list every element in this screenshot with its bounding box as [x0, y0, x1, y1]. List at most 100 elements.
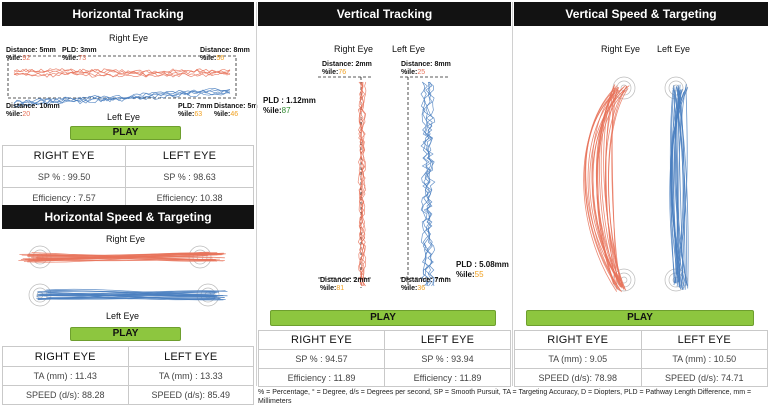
annotation-pct-label: %ile:	[178, 111, 195, 118]
annotation-right-pld: PLD : 1.12mm %ile:87	[263, 96, 316, 116]
annotation-label: Distance: 5mm	[214, 103, 264, 110]
left-eye-label: Left Eye	[106, 311, 140, 321]
annotation-left-bottom: Distance: 7mm %ile:36	[401, 277, 451, 293]
stats-table: RIGHT EYE LEFT EYE TA (mm) : 9.05 TA (mm…	[514, 330, 768, 387]
stat-cell: TA (mm) : 9.05	[514, 349, 642, 369]
stat-cell: SP % : 99.50	[1, 166, 127, 188]
annotation-pct-value: 20	[22, 111, 31, 118]
annotation-pct-label: %ile:	[401, 285, 418, 292]
annotation-pct-value: 46	[230, 111, 239, 118]
vertical-speed-plot	[583, 76, 689, 293]
panel-title: Vertical Tracking	[258, 2, 511, 26]
left-eye-trace	[420, 81, 435, 287]
right-eye-trace	[600, 85, 622, 288]
annotation-pct-value: 76	[338, 69, 347, 76]
right-eye-trace	[18, 253, 218, 261]
annotation-label: Distance: 2mm	[320, 277, 370, 284]
left-eye-trace	[676, 86, 689, 289]
right-eye-header: RIGHT EYE	[258, 330, 385, 350]
left-eye-label: Left Eye	[107, 112, 141, 122]
divider	[512, 2, 513, 386]
stats-table: RIGHT EYE LEFT EYE SP % : 94.57 SP % : 9…	[258, 330, 511, 387]
annotation-label: PLD: 3mm	[62, 47, 97, 54]
stat-cell: SP % : 94.57	[258, 349, 385, 369]
annotation-pct-value: 73	[78, 55, 87, 62]
right-eye-trace	[13, 69, 231, 78]
annotation-pct-value: 81	[336, 285, 345, 292]
stat-cell: SPEED (d/s): 74.71	[640, 368, 768, 387]
annotation-pct-value: 87	[281, 106, 291, 115]
play-button[interactable]: PLAY	[70, 126, 181, 140]
right-eye-label: Right Eye	[601, 44, 641, 54]
annotation-pct-label: %ile:	[214, 111, 231, 118]
annotation-label: Distance: 7mm	[401, 277, 451, 284]
stat-cell: SPEED (d/s): 85.49	[127, 385, 254, 405]
right-eye-trace	[596, 90, 626, 290]
divider	[256, 2, 257, 386]
right-eye-trace	[611, 89, 618, 290]
left-eye-trace	[44, 291, 226, 301]
panel-title: Horizontal Tracking	[2, 2, 254, 26]
left-eye-trace	[420, 81, 436, 287]
annotation-pct-label: %ile:	[200, 55, 217, 62]
right-eye-trace	[605, 87, 621, 288]
left-eye-trace	[44, 293, 217, 298]
play-button[interactable]: PLAY	[526, 310, 754, 326]
stat-cell: TA (mm) : 13.33	[127, 366, 254, 386]
left-eye-trace	[13, 90, 231, 105]
right-eye-label: Right Eye	[106, 234, 146, 244]
right-eye-trace	[583, 89, 620, 292]
left-eye-trace	[672, 88, 684, 284]
right-eye-trace	[584, 89, 622, 293]
vertical-speed-panel: Vertical Speed & Targeting Right Eye Lef…	[514, 2, 768, 387]
annotation-right-pld: PLD: 3mm %ile:73	[62, 47, 97, 63]
annotation-pct-label: %ile:	[456, 270, 475, 279]
stat-cell: SPEED (d/s): 88.28	[2, 385, 129, 405]
annotation-label: PLD : 1.12mm	[263, 96, 316, 105]
right-eye-trace	[13, 68, 231, 78]
annotation-pct-value: 63	[194, 111, 203, 118]
right-eye-trace	[357, 81, 366, 287]
right-eye-header: RIGHT EYE	[1, 145, 127, 167]
annotation-pct-value: 56	[216, 55, 225, 62]
left-eye-trace	[45, 288, 215, 295]
target-circle	[668, 80, 684, 96]
annotation-left-pld: PLD: 7mm %ile:63	[178, 103, 213, 119]
annotation-pct-label: %ile:	[322, 69, 339, 76]
right-eye-label: Right Eye	[334, 44, 374, 54]
left-eye-trace	[13, 90, 231, 105]
annotation-left-top: Distance: 8mm %ile:25	[401, 61, 451, 77]
legend-footnote: % = Percentage, ° = Degree, d/s = Degree…	[258, 389, 752, 405]
stat-cell: Efficiency : 11.89	[258, 368, 385, 387]
right-eye-trace	[611, 88, 621, 285]
horizontal-tracking-plot	[7, 55, 237, 108]
annotation-pct-label: %ile:	[263, 106, 282, 115]
annotation-left-pld: PLD : 5.08mm %ile:55	[456, 260, 509, 280]
stat-cell: SP % : 98.63	[125, 166, 254, 188]
left-eye-trace	[421, 81, 436, 287]
annotation-label: Distance: 8mm	[401, 61, 451, 68]
right-eye-trace	[358, 81, 367, 287]
left-eye-trace	[673, 86, 687, 284]
left-eye-header: LEFT EYE	[125, 145, 254, 167]
annotation-right-start: Distance: 5mm %ile:92	[6, 47, 56, 63]
annotation-pct-label: %ile:	[6, 111, 23, 118]
right-eye-trace	[591, 90, 623, 289]
left-eye-trace	[37, 291, 217, 301]
vertical-tracking-panel: Vertical Tracking Right Eye Left Eye Dis…	[258, 2, 511, 387]
left-eye-trace	[420, 81, 435, 287]
left-eye-label: Left Eye	[392, 44, 426, 54]
right-eye-label: Right Eye	[109, 33, 149, 43]
right-eye-trace	[30, 258, 220, 262]
annotation-pct-label: %ile:	[401, 69, 418, 76]
annotation-label: Distance: 2mm	[322, 61, 372, 68]
horizontal-speed-panel: Horizontal Speed & Targeting Right Eye L…	[2, 205, 254, 405]
annotation-left-end: Distance: 5mm %ile:46	[214, 103, 264, 119]
stat-cell: SP % : 93.94	[384, 349, 511, 369]
right-eye-trace	[21, 252, 218, 257]
right-eye-trace	[13, 68, 231, 78]
annotation-pct-label: %ile:	[320, 285, 337, 292]
stat-cell: TA (mm) : 11.43	[2, 366, 129, 386]
play-button[interactable]: PLAY	[70, 327, 181, 341]
play-button[interactable]: PLAY	[270, 310, 496, 326]
